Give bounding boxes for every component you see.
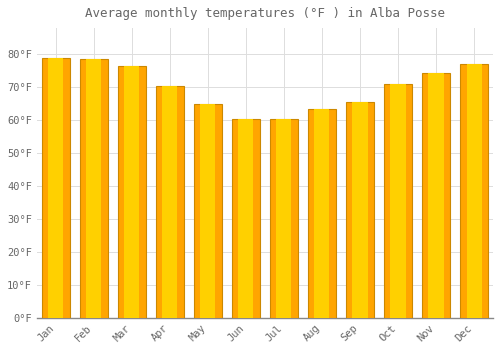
Bar: [460, 64, 487, 318]
Bar: [124, 66, 140, 318]
Bar: [276, 119, 291, 318]
Bar: [238, 119, 254, 318]
Bar: [466, 64, 481, 318]
Bar: [308, 109, 336, 318]
Bar: [232, 119, 260, 318]
Bar: [422, 72, 450, 318]
Bar: [346, 102, 374, 318]
Bar: [200, 104, 216, 318]
Bar: [428, 72, 444, 318]
Bar: [194, 104, 222, 318]
Bar: [384, 84, 411, 318]
Bar: [80, 60, 108, 318]
Bar: [156, 86, 184, 318]
Bar: [352, 102, 368, 318]
Bar: [270, 119, 297, 318]
Bar: [48, 58, 64, 318]
Bar: [86, 60, 102, 318]
Bar: [118, 66, 146, 318]
Bar: [162, 86, 178, 318]
Bar: [314, 109, 330, 318]
Title: Average monthly temperatures (°F ) in Alba Posse: Average monthly temperatures (°F ) in Al…: [85, 7, 445, 20]
Bar: [390, 84, 406, 318]
Bar: [42, 58, 70, 318]
